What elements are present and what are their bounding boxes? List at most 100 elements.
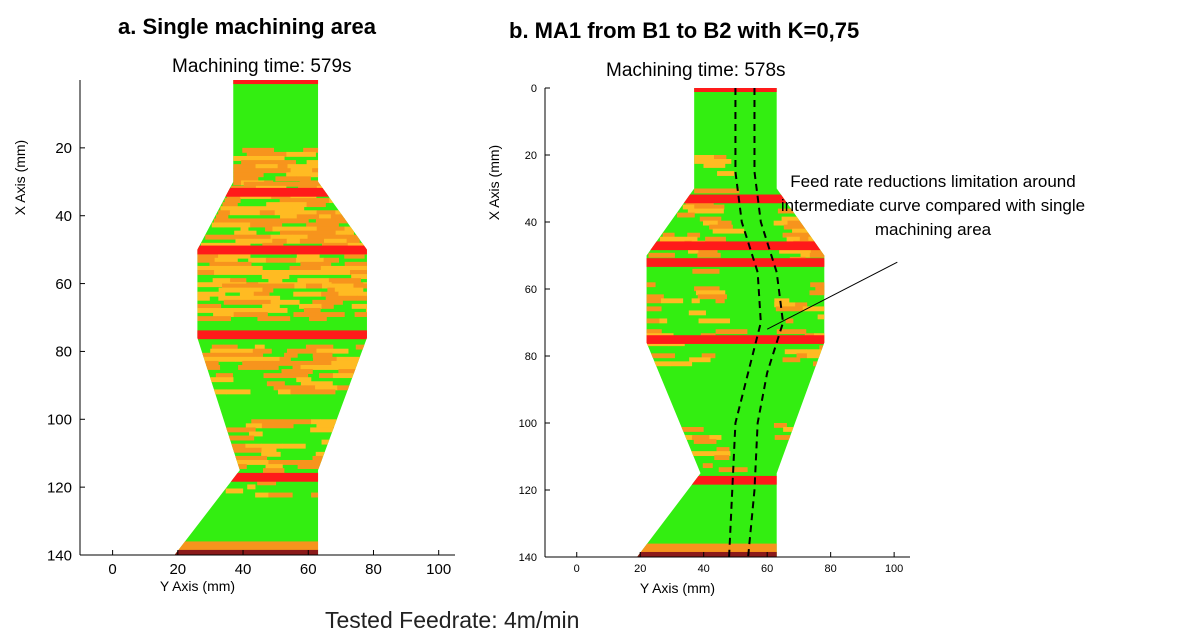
orange-cell (242, 360, 273, 366)
orange-cell (226, 389, 251, 395)
orange-cell (197, 257, 216, 263)
orange-cell (230, 278, 247, 284)
orange-cell (698, 248, 718, 254)
orange-cell (691, 298, 700, 304)
orange-cell (261, 447, 277, 453)
orange-cell (356, 295, 367, 301)
orange-cell (354, 312, 367, 317)
orange-cell (776, 329, 807, 335)
orange-cell (214, 352, 241, 358)
orange-cell (321, 439, 349, 445)
orange-cell (781, 216, 800, 222)
orange-cell (335, 218, 356, 224)
orange-cell (331, 360, 353, 366)
orange-cell (315, 385, 338, 391)
orange-cell (296, 214, 320, 220)
orange-cell (261, 423, 294, 429)
orange-cell (210, 377, 234, 383)
orange-cell (214, 257, 238, 263)
orange-cell (286, 238, 301, 244)
orange-cell (697, 252, 721, 258)
orange-cell (288, 460, 320, 465)
orange-cell (694, 204, 725, 210)
orange-cell (646, 329, 662, 335)
orange-cell (316, 210, 336, 216)
orange-cell (325, 365, 346, 370)
orange-cell (212, 278, 231, 284)
orange-cell (272, 238, 288, 244)
orange-cell (282, 443, 306, 449)
orange-cell (654, 361, 671, 367)
red-band (637, 335, 825, 344)
orange-cell (202, 352, 216, 358)
orange-cell (203, 356, 236, 362)
orange-cell (214, 270, 244, 275)
orange-cell (312, 352, 333, 358)
orange-cell (223, 299, 253, 305)
orange-cell (240, 226, 249, 232)
red-band (174, 472, 367, 482)
orange-cell (197, 316, 218, 322)
red-band (637, 194, 825, 204)
orange-cell (717, 220, 732, 226)
orange-cell (245, 423, 263, 429)
orange-cell (712, 228, 745, 234)
orange-cell (334, 287, 364, 293)
orange-cell (324, 389, 336, 395)
orange-cell (344, 261, 367, 267)
orange-cell (299, 238, 325, 244)
orange-cell (310, 427, 334, 433)
orange-cell (305, 283, 323, 289)
orange-cell (695, 290, 726, 296)
orange-cell (773, 220, 789, 226)
orange-cell (304, 385, 316, 391)
orange-cell (241, 160, 272, 165)
orange-cell (279, 230, 313, 236)
orange-cell (320, 265, 352, 271)
orange-cell (293, 291, 322, 297)
orange-cell (701, 353, 716, 359)
orange-cell (268, 492, 293, 498)
orange-cell (709, 188, 740, 194)
orange-cell (279, 356, 291, 362)
orange-cell (312, 455, 323, 461)
orange-cell (284, 352, 298, 358)
orange-cell (254, 238, 273, 244)
orange-cell (253, 291, 270, 297)
orange-cell (296, 257, 325, 263)
orange-cell (263, 468, 285, 474)
orange-cell (225, 488, 244, 494)
orange-cell (247, 265, 263, 271)
chart-b-subtitle: Machining time: 578s (606, 60, 786, 81)
x-tick-label: 40 (698, 563, 710, 575)
orange-cell (211, 222, 224, 228)
orange-cell (802, 306, 825, 312)
orange-cell (809, 252, 825, 258)
orange-cell (272, 222, 283, 228)
edge-band-top (174, 80, 367, 85)
orange-cell (239, 291, 255, 297)
orange-cell (324, 238, 348, 244)
orange-cell (215, 373, 233, 379)
orange-cell (289, 265, 322, 271)
orange-cell (691, 451, 720, 456)
orange-cell (217, 316, 231, 322)
orange-cell (818, 290, 825, 296)
orange-cell (200, 242, 224, 248)
edge-band-top (637, 88, 825, 93)
orange-cell (719, 451, 731, 456)
orange-cell (779, 248, 812, 254)
orange-cell (345, 365, 367, 370)
orange-cell (265, 226, 273, 232)
orange-cell (298, 226, 309, 232)
orange-cell (242, 206, 274, 212)
orange-cell (260, 218, 289, 224)
orange-cell (694, 155, 715, 160)
orange-cell (308, 226, 318, 232)
orange-cell (800, 252, 811, 258)
orange-cell (306, 160, 322, 165)
orange-cell (277, 257, 297, 263)
orange-cell (270, 299, 300, 305)
orange-cell (286, 151, 316, 157)
orange-cell (648, 252, 668, 258)
